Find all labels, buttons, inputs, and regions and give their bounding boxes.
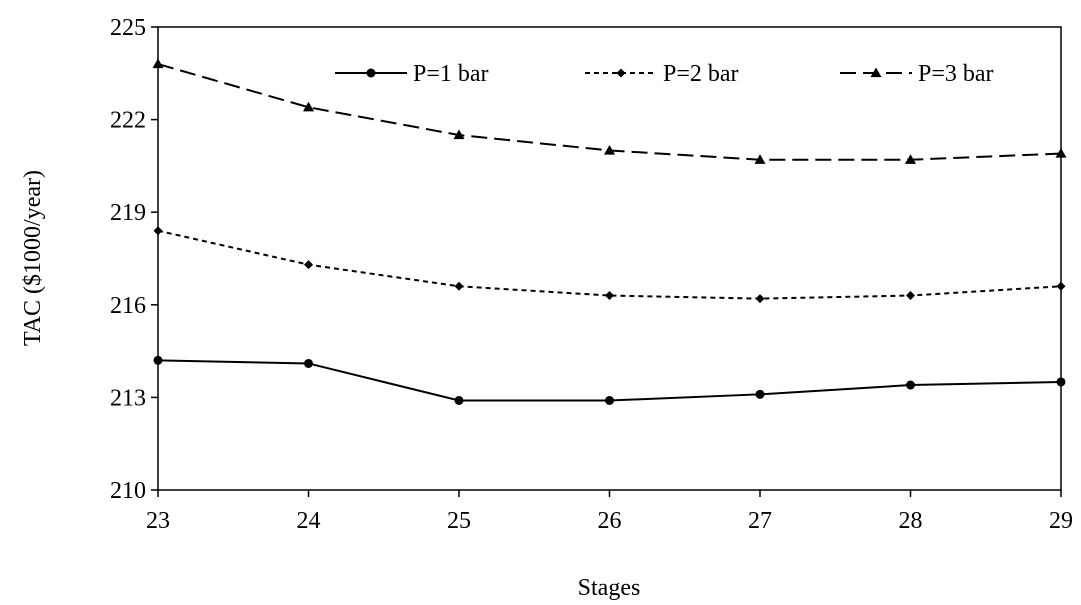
x-tick-label: 28 [899,508,923,534]
y-axis-ticks: 210 213 216 219 222 225 [110,15,158,504]
data-point [605,395,614,405]
y-tick-label: 219 [110,200,146,226]
legend-item: P=3 bar [840,61,994,87]
data-point [870,67,882,78]
series-layer [152,58,1067,405]
y-tick-label: 222 [110,108,146,134]
data-point [905,154,916,164]
legend-item: P=1 bar [335,61,489,87]
legend-label: P=3 bar [918,61,994,87]
x-tick-label: 23 [146,508,170,534]
data-point [906,291,915,301]
data-point [454,281,464,291]
data-point [754,154,766,164]
series-line [157,229,1062,300]
data-point [604,144,615,155]
plot-area [157,26,1062,491]
legend-label: P=1 bar [413,61,489,87]
series-p-1-bar [153,355,1066,405]
series-p-2-bar [153,226,1066,304]
y-tick-label: 225 [110,15,146,41]
data-point [153,355,163,365]
data-point [605,291,614,301]
y-tick-label: 213 [110,385,146,411]
y-tick-label: 216 [110,293,146,319]
x-tick-label: 24 [297,508,321,534]
data-point [304,358,313,368]
y-tick-label: 210 [110,478,146,504]
x-axis-title: Stages [578,575,641,601]
data-point [1056,281,1066,291]
x-axis-ticks: 23 24 25 26 27 28 29 [146,490,1073,534]
data-point [303,101,314,112]
x-tick-label: 27 [748,508,772,534]
x-tick-label: 29 [1049,508,1073,534]
data-point [755,389,765,399]
data-point [453,129,465,140]
data-point [906,380,915,390]
y-axis-title: TAC ($1000/year) [20,170,46,346]
data-point [153,226,163,236]
legend-item: P=2 bar [585,61,739,87]
data-point [1056,377,1066,387]
series-p-3-bar [152,58,1067,164]
x-tick-label: 26 [598,508,622,534]
data-point [366,68,376,78]
series-line [157,359,1062,402]
data-point [1055,148,1067,158]
legend-label: P=2 bar [663,61,739,87]
legend: P=1 bar P=2 bar P=3 bar [335,61,994,87]
x-tick-label: 25 [447,508,471,534]
data-point [454,395,464,405]
data-point [304,260,313,270]
data-point [616,68,626,78]
data-point [755,294,765,304]
data-point [152,58,164,69]
